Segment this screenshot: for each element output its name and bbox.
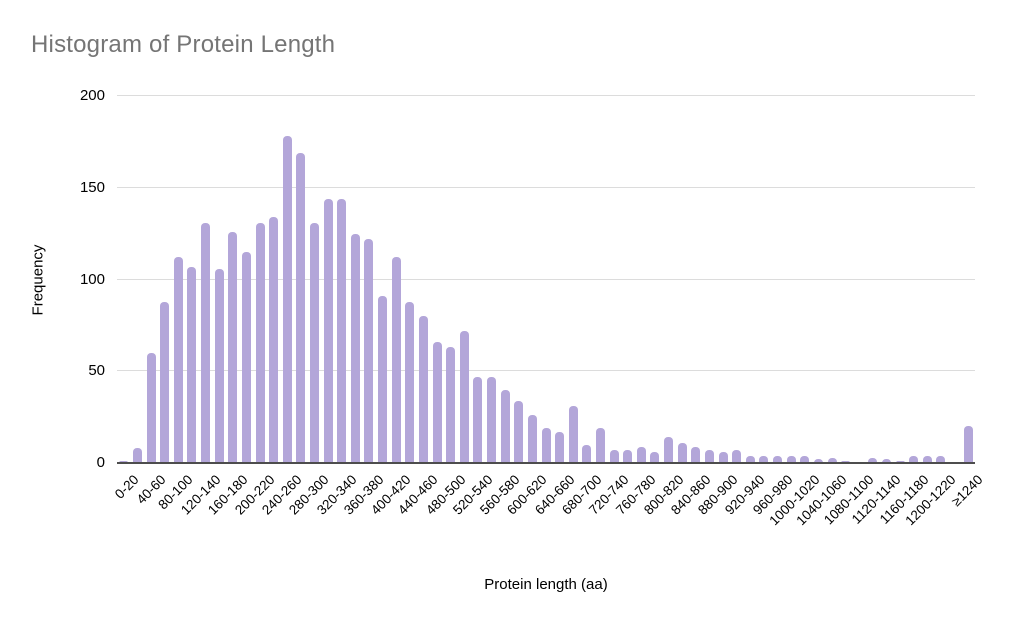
bar <box>432 341 442 463</box>
bar <box>446 347 456 463</box>
y-tick-label: 0 <box>96 454 105 471</box>
bar <box>391 257 401 463</box>
chart-title: Histogram of Protein Length <box>31 31 336 58</box>
bar <box>514 400 524 463</box>
bar <box>241 251 251 463</box>
y-tick-label: 150 <box>79 178 105 196</box>
bar <box>173 257 183 463</box>
bar <box>405 301 415 463</box>
y-tick-label: 200 <box>79 87 105 104</box>
bar <box>786 455 796 463</box>
bar <box>132 448 142 463</box>
bar <box>936 455 946 463</box>
bar <box>309 222 319 463</box>
bar <box>745 455 755 463</box>
bar <box>459 330 469 463</box>
bar <box>568 406 578 463</box>
bar <box>255 222 265 463</box>
bar <box>704 450 714 463</box>
gridline-200 <box>117 95 975 96</box>
bar <box>269 217 279 463</box>
bar <box>582 444 592 463</box>
bar <box>963 426 973 463</box>
bar <box>691 446 701 463</box>
y-tick-label: 50 <box>88 362 105 380</box>
bar <box>677 442 687 463</box>
bar <box>364 239 374 463</box>
bar <box>487 376 497 463</box>
bar <box>664 437 674 463</box>
bar <box>473 376 483 463</box>
bar <box>732 450 742 463</box>
bar <box>350 233 360 463</box>
bar <box>323 198 333 463</box>
bar <box>160 301 170 463</box>
bar <box>595 428 605 463</box>
bar <box>650 452 660 463</box>
bar <box>759 455 769 463</box>
y-axis-title: Frequency <box>29 244 47 316</box>
bar <box>500 389 510 463</box>
bar <box>922 455 932 463</box>
y-tick-label: 100 <box>79 270 105 288</box>
bar <box>296 152 306 463</box>
gridline-50 <box>117 370 975 372</box>
bar <box>800 455 810 463</box>
bar <box>214 268 224 463</box>
bar <box>378 296 388 463</box>
bar <box>187 266 197 463</box>
gridline-100 <box>117 278 975 280</box>
gridline-150 <box>117 186 975 188</box>
bar <box>827 457 837 463</box>
bar <box>623 450 633 463</box>
bar <box>541 428 551 463</box>
x-axis-line <box>117 462 975 464</box>
bar <box>146 352 156 463</box>
bar <box>337 198 347 463</box>
bar <box>909 455 919 463</box>
bar <box>868 457 878 463</box>
plot-area <box>117 95 975 464</box>
bar <box>773 455 783 463</box>
bar <box>527 415 537 463</box>
bar <box>228 231 238 463</box>
bar <box>609 450 619 463</box>
bar <box>881 459 891 463</box>
bar <box>418 316 428 463</box>
bar <box>813 459 823 463</box>
bar <box>201 222 211 463</box>
bar <box>636 446 646 463</box>
bar <box>555 431 565 463</box>
x-axis-title: Protein length (aa) <box>484 576 608 593</box>
bar <box>282 136 292 463</box>
bar <box>718 452 728 463</box>
